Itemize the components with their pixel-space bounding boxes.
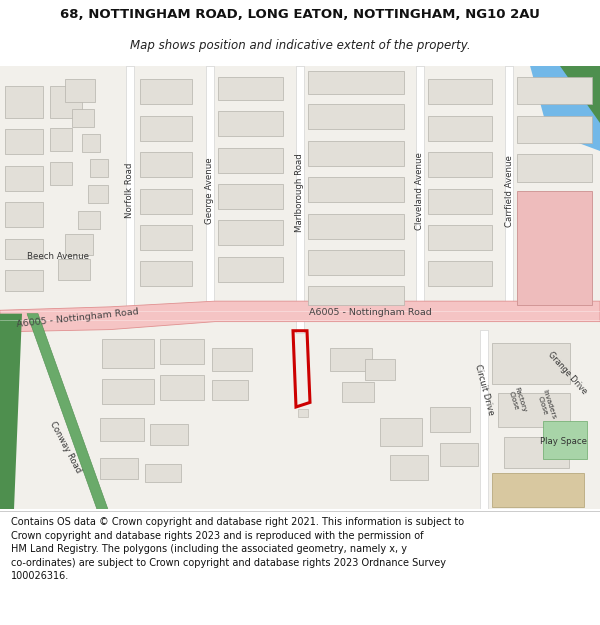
Bar [82,134,100,152]
Bar [140,116,192,141]
Bar [218,77,283,100]
Bar [218,184,283,209]
Bar [308,104,404,129]
Text: A6005 - Nottingham Road: A6005 - Nottingham Road [308,308,431,317]
Bar [5,129,43,154]
Text: Invaders
Close: Invaders Close [535,388,557,421]
Bar [543,421,587,459]
Bar [102,339,154,368]
Text: George Avenue: George Avenue [205,158,215,224]
Text: Grange Drive: Grange Drive [545,350,589,396]
Bar [58,259,90,279]
Bar [160,339,204,364]
Text: Cleveland Avenue: Cleveland Avenue [415,152,425,230]
Bar [428,116,492,141]
Text: Carrfield Avenue: Carrfield Avenue [505,155,514,227]
Bar [145,464,181,482]
Text: Norfolk Road: Norfolk Road [125,163,134,219]
Bar [50,128,72,151]
Bar [212,348,252,371]
Bar [517,154,592,182]
Bar [140,79,192,104]
Text: Circuit Drive: Circuit Drive [473,363,495,416]
Bar [390,455,428,480]
Bar [100,458,138,479]
Text: Map shows position and indicative extent of the property.: Map shows position and indicative extent… [130,39,470,52]
Bar [218,111,283,136]
Bar [416,66,424,316]
Bar [65,234,93,254]
Bar [78,211,100,229]
Bar [72,109,94,127]
Bar [218,221,283,246]
Bar [492,473,584,507]
Bar [308,250,404,275]
Bar [102,379,154,404]
Bar [308,141,404,166]
Bar [50,86,82,118]
Polygon shape [560,66,600,122]
Bar [380,418,422,446]
Bar [150,424,188,444]
Bar [330,348,372,371]
Bar [88,185,108,203]
Bar [428,225,492,250]
Bar [430,407,470,432]
Bar [342,382,374,402]
Polygon shape [0,301,600,332]
Polygon shape [27,314,108,509]
Bar [428,152,492,177]
Bar [5,239,43,259]
Bar [140,225,192,250]
Text: Contains OS data © Crown copyright and database right 2021. This information is : Contains OS data © Crown copyright and d… [11,518,464,581]
Bar [428,79,492,104]
Polygon shape [0,314,22,509]
Bar [505,66,513,316]
Text: 68, NOTTINGHAM ROAD, LONG EATON, NOTTINGHAM, NG10 2AU: 68, NOTTINGHAM ROAD, LONG EATON, NOTTING… [60,8,540,21]
Bar [428,189,492,214]
Bar [218,148,283,173]
Bar [296,66,304,333]
Bar [218,257,283,282]
Bar [428,261,492,286]
Bar [308,214,404,239]
Bar [5,271,43,291]
Bar [5,166,43,191]
Text: Marlborough Road: Marlborough Road [296,154,305,232]
Bar [517,191,592,304]
Bar [100,418,144,441]
Text: Play Space: Play Space [539,437,587,446]
Bar [308,71,404,94]
Bar [140,152,192,177]
Bar [206,66,214,316]
Bar [5,86,43,118]
Text: Conway Road: Conway Road [47,419,82,474]
Bar [298,409,308,418]
Bar [212,379,248,400]
Bar [140,261,192,286]
Bar [160,375,204,400]
Bar [308,177,404,202]
Bar [440,443,478,466]
Bar [480,329,488,509]
Bar [140,189,192,214]
Bar [517,77,592,104]
Bar [492,343,570,384]
Bar [90,159,108,177]
Bar [50,162,72,185]
Bar [308,286,404,304]
Bar [504,436,569,468]
Bar [517,116,592,143]
Text: Beech Avenue: Beech Avenue [27,253,89,261]
Bar [365,359,395,379]
Text: A6005 - Nottingham Road: A6005 - Nottingham Road [16,308,140,329]
Text: Factory
Close: Factory Close [507,386,527,414]
Bar [126,66,134,316]
Bar [65,79,95,102]
Bar [498,393,570,428]
Polygon shape [530,66,600,151]
Bar [5,202,43,228]
